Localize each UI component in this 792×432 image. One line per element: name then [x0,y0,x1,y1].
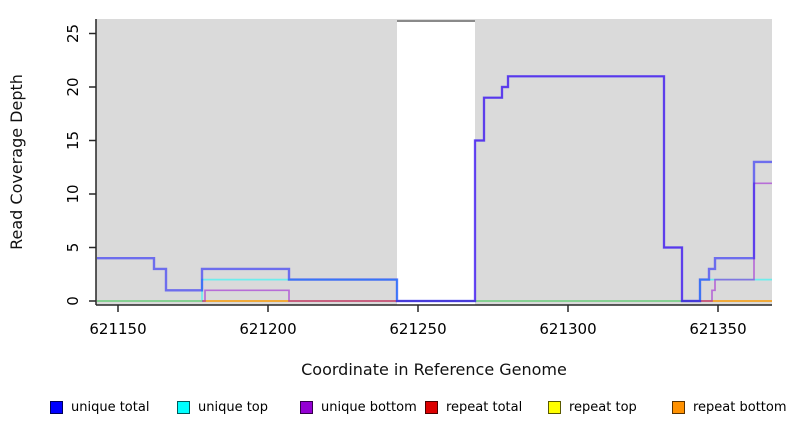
legend-item-repeat-top: repeat top [548,398,637,416]
legend-swatch [425,400,438,414]
legend-item-unique-total: unique total [50,398,149,416]
legend-label: repeat top [569,399,637,415]
x-axis-title: Coordinate in Reference Genome [301,360,567,379]
legend-item-unique-bottom: unique bottom [300,398,417,416]
legend-item-repeat-bottom: repeat bottom [672,398,787,416]
legend-swatch [548,400,561,414]
x-tick-label: 621150 [89,320,146,338]
y-tick-label: 25 [64,24,82,43]
y-axis-title: Read Coverage Depth [7,74,26,250]
legend-label: unique top [198,399,269,415]
legend-label: repeat total [446,399,523,415]
legend-swatch [672,400,685,414]
y-tick-label: 0 [64,296,82,306]
legend-label: unique total [71,399,150,415]
x-tick-label: 621250 [389,320,446,338]
legend-item-unique-top: unique top [177,398,268,416]
x-tick-label: 621300 [539,320,596,338]
series-unique-total [97,75,772,303]
legend-swatch [300,400,313,414]
x-tick-label: 621200 [239,320,296,338]
x-tick-label: 621350 [689,320,746,338]
legend-item-repeat-total: repeat total [425,398,522,416]
y-tick-label: 15 [64,131,82,150]
y-tick-label: 20 [64,77,82,96]
legend-label: unique bottom [321,399,417,415]
legend-swatch [50,400,63,414]
plot-canvas: 0 5 10 15 20 25 621150 621200 621250 621300 621350… [7,19,772,338]
legend-label: repeat bottom [693,399,787,415]
masked-region [397,21,475,305]
y-tick-label: 10 [64,184,82,203]
y-tick-label: 5 [64,243,82,253]
legend-swatch [177,400,190,414]
legend: unique total unique top unique bottom repea… [0,398,792,424]
